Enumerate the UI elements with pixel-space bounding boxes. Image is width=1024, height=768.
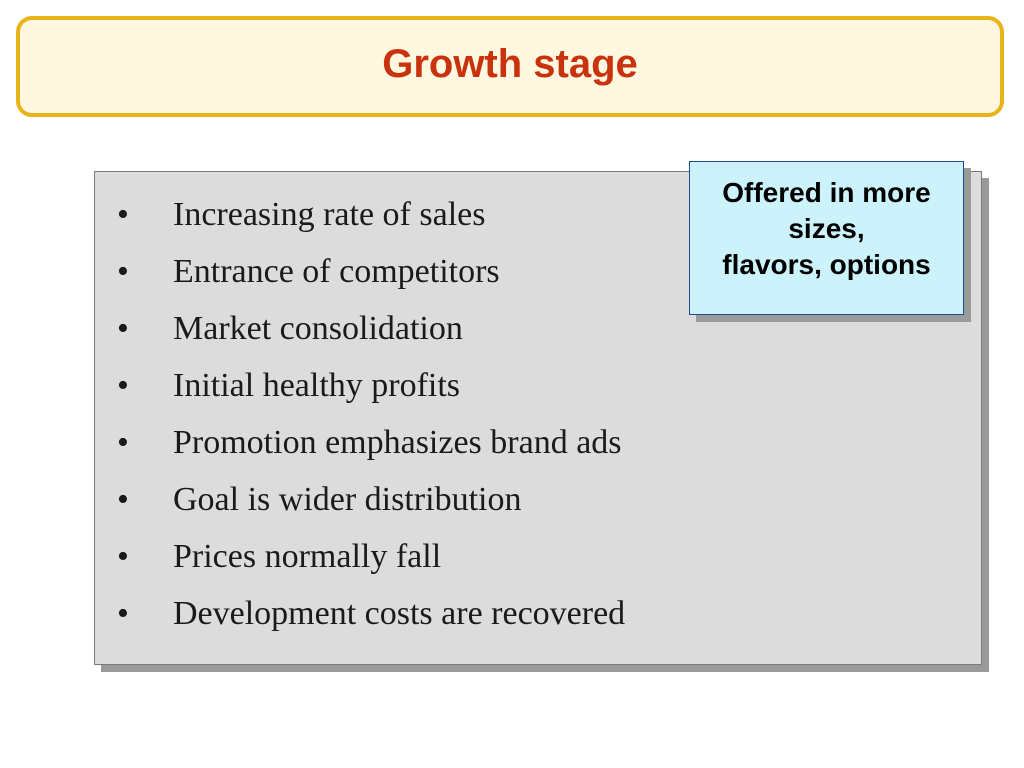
callout-line: Offered in more	[722, 177, 931, 208]
callout-line: flavors, options	[722, 249, 931, 280]
bullet-text: Goal is wider distribution	[173, 481, 522, 518]
bullet-icon: •	[117, 595, 129, 632]
callout-box: Offered in more sizes, flavors, options	[689, 161, 964, 315]
bullet-text: Development costs are recovered	[173, 595, 626, 632]
bullet-icon: •	[117, 424, 129, 461]
bullet-text: Initial healthy profits	[173, 367, 461, 404]
bullet-icon: •	[117, 367, 129, 404]
slide-title: Growth stage	[382, 42, 638, 86]
bullet-icon: •	[117, 253, 129, 290]
bullet-icon: •	[117, 538, 129, 575]
bullet-text: Prices normally fall	[173, 538, 442, 575]
bullet-text: Entrance of competitors	[173, 253, 500, 290]
title-banner: Growth stage	[16, 16, 1004, 117]
bullet-icon: •	[117, 196, 129, 233]
bullet-icon: •	[117, 481, 129, 518]
bullet-text: Market consolidation	[173, 310, 463, 347]
bullet-icon: •	[117, 310, 129, 347]
callout-line: sizes,	[788, 213, 865, 244]
bullet-text: Promotion emphasizes brand ads	[173, 424, 622, 461]
bullet-text: Increasing rate of sales	[173, 196, 486, 233]
